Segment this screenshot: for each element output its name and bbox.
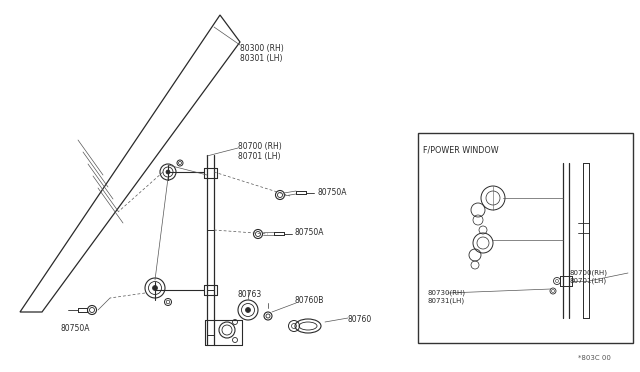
Text: 80731(LH): 80731(LH) xyxy=(428,298,465,305)
Text: 80763: 80763 xyxy=(238,290,262,299)
Circle shape xyxy=(246,308,250,312)
Bar xyxy=(418,133,633,343)
Circle shape xyxy=(152,285,157,291)
Text: 80701(LH): 80701(LH) xyxy=(570,278,607,285)
Text: F/POWER WINDOW: F/POWER WINDOW xyxy=(423,145,499,154)
Text: 80301 (LH): 80301 (LH) xyxy=(240,54,282,63)
Text: 80700 (RH): 80700 (RH) xyxy=(238,142,282,151)
Text: *803C 00: *803C 00 xyxy=(578,355,611,361)
Text: 80701 (LH): 80701 (LH) xyxy=(238,152,280,161)
Text: 80760B: 80760B xyxy=(295,296,324,305)
Text: 80760: 80760 xyxy=(348,315,372,324)
Text: 80300 (RH): 80300 (RH) xyxy=(240,44,284,53)
Circle shape xyxy=(166,170,170,174)
Text: 80750A: 80750A xyxy=(295,228,324,237)
Text: 80700(RH): 80700(RH) xyxy=(570,269,608,276)
Text: 80750A: 80750A xyxy=(60,324,90,333)
Text: 80750A: 80750A xyxy=(318,188,348,197)
Text: 80730(RH): 80730(RH) xyxy=(428,289,466,295)
